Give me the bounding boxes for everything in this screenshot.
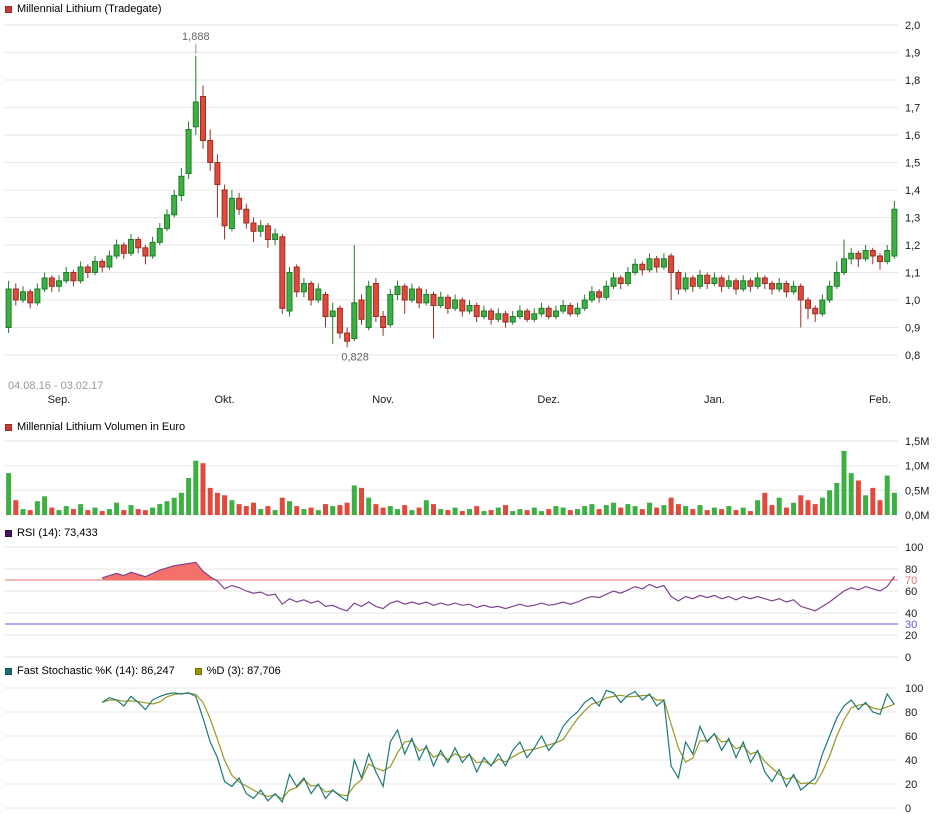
svg-text:40: 40 xyxy=(905,755,917,767)
svg-text:40: 40 xyxy=(905,608,917,620)
stoch-d-swatch-icon xyxy=(194,667,202,675)
svg-text:1,5M: 1,5M xyxy=(905,436,929,448)
svg-text:Feb.: Feb. xyxy=(869,394,891,406)
svg-text:1,1: 1,1 xyxy=(905,268,920,280)
rsi-series-swatch-icon xyxy=(5,529,12,537)
svg-text:80: 80 xyxy=(905,707,917,719)
svg-text:1,3: 1,3 xyxy=(905,213,920,225)
svg-text:0,9: 0,9 xyxy=(905,323,920,335)
rsi-legend-label: RSI (14): 73,433 xyxy=(17,527,98,539)
svg-text:Jan.: Jan. xyxy=(704,394,725,406)
svg-text:2,0: 2,0 xyxy=(905,20,920,32)
svg-text:1,7: 1,7 xyxy=(905,103,920,115)
svg-text:60: 60 xyxy=(905,586,917,598)
svg-text:20: 20 xyxy=(905,779,917,791)
svg-text:Dez.: Dez. xyxy=(537,394,560,406)
svg-text:1,6: 1,6 xyxy=(905,130,920,142)
svg-text:20: 20 xyxy=(905,630,917,642)
svg-text:70: 70 xyxy=(905,575,917,587)
volume-bar-chart: 1,5M 1,0M 0,5M 0,0M xyxy=(5,436,929,522)
svg-text:80: 80 xyxy=(905,564,917,576)
svg-text:0,828: 0,828 xyxy=(341,351,369,363)
svg-text:1,5: 1,5 xyxy=(905,158,920,170)
svg-text:30: 30 xyxy=(905,619,917,631)
stochastic-line-chart: 100 80 60 40 20 0 xyxy=(5,683,923,814)
price-legend: Millennial Lithium (Tradegate) xyxy=(5,3,162,15)
svg-text:100: 100 xyxy=(905,683,923,695)
svg-text:0: 0 xyxy=(905,803,911,814)
date-range-label: 04.08.16 - 03.02.17 xyxy=(8,380,104,392)
svg-text:0,8: 0,8 xyxy=(905,350,920,362)
volume-legend-label: Millennial Lithium Volumen in Euro xyxy=(17,421,186,433)
volume-legend: Millennial Lithium Volumen in Euro xyxy=(5,421,185,433)
volume-series-swatch-icon xyxy=(5,423,12,431)
svg-text:100: 100 xyxy=(905,542,923,554)
svg-text:1,888: 1,888 xyxy=(182,31,210,43)
svg-text:60: 60 xyxy=(905,731,917,743)
svg-text:1,8: 1,8 xyxy=(905,75,920,87)
svg-text:1,2: 1,2 xyxy=(905,240,920,252)
svg-text:1,9: 1,9 xyxy=(905,48,920,60)
svg-text:Okt.: Okt. xyxy=(215,394,235,406)
price-legend-label: Millennial Lithium (Tradegate) xyxy=(17,3,162,15)
svg-text:0,0M: 0,0M xyxy=(905,510,929,522)
stoch-k-swatch-icon xyxy=(5,667,12,675)
stoch-d-legend-label: %D (3): 87,706 xyxy=(206,665,281,677)
svg-text:Nov.: Nov. xyxy=(372,394,394,406)
svg-text:Sep.: Sep. xyxy=(48,394,71,406)
price-series-swatch-icon xyxy=(5,5,12,13)
svg-text:1,4: 1,4 xyxy=(905,185,920,197)
rsi-line-chart: 100 80 60 40 20 0 70 30 xyxy=(5,542,923,663)
stoch-k-legend-label: Fast Stochastic %K (14): 86,247 xyxy=(17,665,175,677)
svg-text:1,0M: 1,0M xyxy=(905,461,929,473)
price-candlestick-chart: 2,0 1,9 1,8 1,7 1,6 1,5 1,4 1,3 1,2 1,1 1,0 0,9 0,8 1… xyxy=(5,20,920,406)
rsi-legend: RSI (14): 73,433 xyxy=(5,527,98,539)
svg-text:0: 0 xyxy=(905,652,911,663)
svg-text:0,5M: 0,5M xyxy=(905,485,929,497)
stochastic-legend: Fast Stochastic %K (14): 86,247 %D (3): … xyxy=(5,665,281,677)
svg-text:1,0: 1,0 xyxy=(905,295,920,307)
